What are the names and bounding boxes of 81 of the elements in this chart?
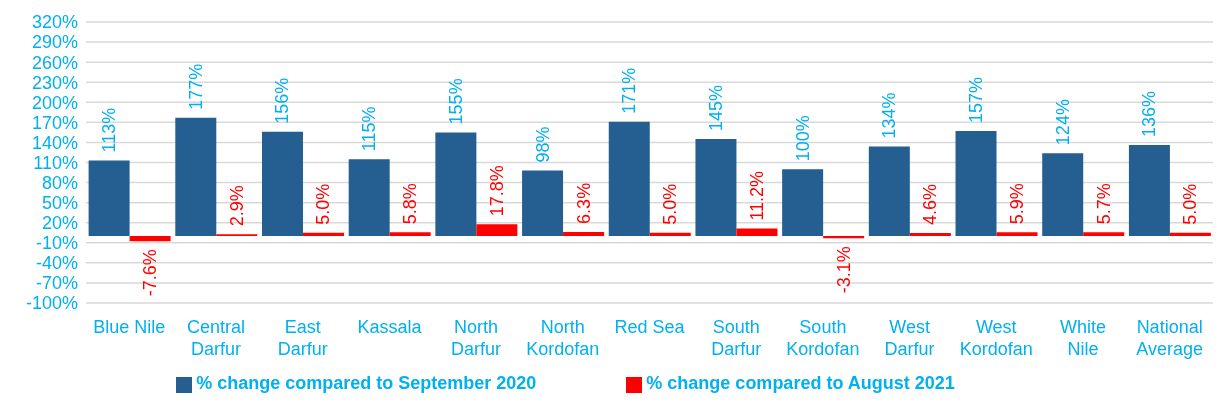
bar (823, 236, 865, 239)
data-label: 5.0% (660, 183, 681, 225)
x-tick-label: Blue Nile (93, 317, 166, 338)
bar (348, 159, 390, 237)
bar (649, 232, 691, 237)
x-tick-label: Red Sea (614, 317, 686, 338)
bar (389, 232, 431, 237)
x-tick-label: West Kordofan (959, 317, 1033, 359)
bar (1128, 145, 1170, 237)
data-label: 115% (359, 106, 380, 152)
bar (563, 231, 605, 237)
data-label: 171% (619, 67, 640, 114)
x-tick-label: South Darfur (711, 317, 762, 359)
data-label: 5.8% (400, 183, 421, 225)
y-tick-label: 80% (41, 172, 78, 193)
data-label: 177% (185, 63, 206, 110)
y-tick-label: -100% (25, 293, 78, 314)
x-tick-label: National Average (1136, 317, 1204, 359)
x-tick-label: White Nile (1059, 317, 1106, 359)
data-label: 4.6% (920, 183, 941, 226)
bar (782, 169, 824, 237)
data-label: -7.6% (140, 249, 161, 297)
bar (476, 224, 518, 237)
x-tick-label: Kassala (357, 317, 423, 338)
bar (175, 117, 217, 237)
data-label: 2.9% (226, 185, 247, 227)
data-label: 5.0% (1180, 183, 1201, 225)
bar (129, 236, 171, 242)
y-tick-label: -40% (35, 253, 78, 274)
y-tick-label: 140% (31, 132, 78, 153)
y-tick-label: 20% (41, 213, 78, 234)
bar (1083, 232, 1125, 237)
legend-label: % change compared to September 2020 (196, 373, 537, 393)
bar (302, 232, 344, 237)
data-label: 156% (272, 77, 293, 124)
bar (996, 232, 1038, 237)
bar (1169, 232, 1211, 237)
x-tick-label: South Kordofan (786, 317, 860, 359)
y-tick-label: 50% (41, 193, 78, 214)
y-tick-label: 110% (33, 152, 78, 173)
bar (909, 233, 951, 237)
legend-label: % change compared to August 2021 (646, 373, 955, 393)
y-tick-label: 230% (31, 72, 78, 93)
x-tick-label: West Darfur (884, 317, 935, 359)
x-tick-label: North Kordofan (526, 317, 600, 359)
y-tick-label: 290% (31, 32, 78, 53)
x-tick-label: Central Darfur (187, 317, 246, 359)
y-tick-label: 260% (31, 52, 78, 73)
bar (435, 132, 477, 237)
y-tick-label: -70% (35, 273, 78, 294)
bar (955, 131, 997, 237)
bar (695, 139, 737, 237)
bar (1042, 153, 1084, 237)
data-label: 5.9% (1007, 183, 1028, 225)
bar (736, 228, 778, 237)
data-label: 17.8% (486, 165, 507, 217)
data-label: 155% (445, 78, 466, 125)
data-label: 98% (532, 126, 553, 163)
y-tick-label: -10% (35, 233, 78, 254)
bar (522, 170, 564, 237)
data-label: 157% (966, 77, 987, 124)
y-tick-label: 170% (31, 112, 78, 133)
data-label: 136% (1139, 91, 1160, 138)
bar (261, 131, 303, 237)
bar (88, 160, 130, 237)
y-tick-label: 200% (31, 92, 78, 113)
x-tick-label: North Darfur (451, 317, 502, 359)
data-label: 113% (99, 107, 120, 153)
data-label: 100% (792, 115, 813, 162)
data-label: 5.0% (313, 183, 334, 225)
data-label: 124% (1052, 99, 1073, 146)
data-label: 134% (879, 92, 900, 139)
data-label: 145% (705, 85, 726, 132)
data-label: 5.7% (1093, 183, 1114, 225)
x-tick-label: East Darfur (277, 317, 328, 359)
data-label: 6.3% (573, 182, 594, 224)
data-label: 11.2% (746, 170, 767, 221)
y-tick-label: 320% (31, 12, 78, 33)
bar (868, 146, 910, 237)
data-label: -3.1% (833, 246, 854, 294)
bar (608, 121, 650, 237)
